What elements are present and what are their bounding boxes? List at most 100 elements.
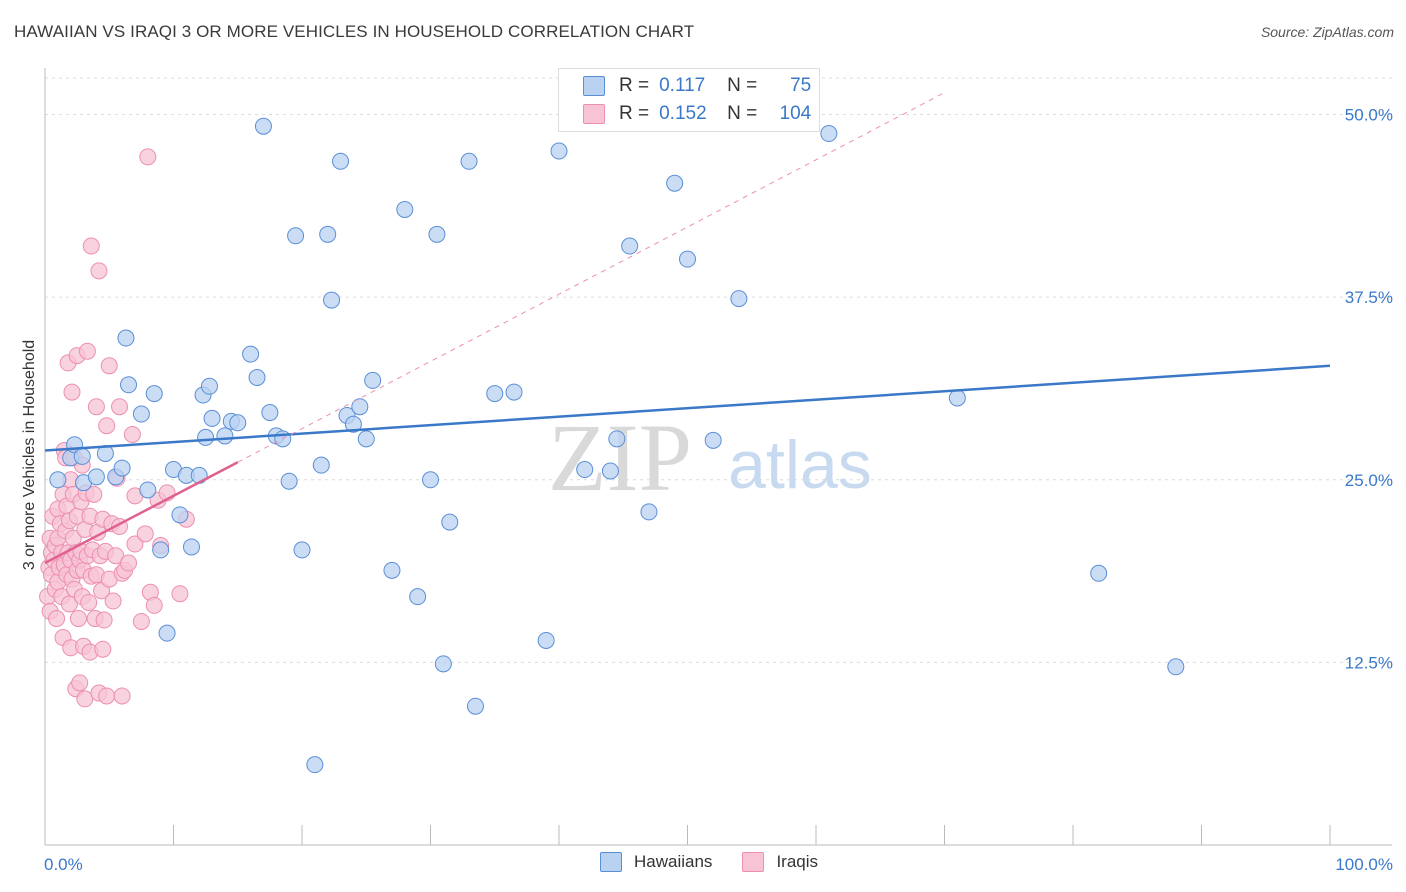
hawaiian-point [203,409,221,427]
hawaiian-point [182,538,200,556]
hawaiian-point [158,624,176,642]
iraqi-point [132,612,150,630]
hawaiian-point [704,431,722,449]
iraqi-point [139,148,157,166]
hawaiian-point [576,461,594,479]
hawaiian-point [434,655,452,673]
iraqi-point [87,398,105,416]
hawaiian-point [132,405,150,423]
legend-r-value: 0.117 [659,75,706,96]
watermark-atlas: atlas [728,427,872,503]
points-layer [39,117,1185,774]
hawaiian-point [505,383,523,401]
iraqi-point [120,554,138,572]
iraqi-point [113,687,131,705]
iraqi-point [48,610,66,628]
hawaiian-point [351,398,369,416]
hawaiian-point [383,561,401,579]
iraqi-point [100,357,118,375]
legend-r-label: R = [619,103,650,124]
axis-layer: 12.5% 25.0% 37.5% 50.0% 0.0% 100.0% [44,68,1393,874]
legend-n-label: N = [727,103,758,124]
x-tick-label: 0.0% [44,855,83,874]
hawaiian-point [293,541,311,559]
hawaiian-point [679,250,696,268]
iraqi-trend-extension [237,92,945,463]
hawaiian-point [248,368,266,386]
hawaiian-point [287,227,305,245]
hawaiian-point [396,200,414,218]
hawaiian-point [139,481,157,499]
iraqi-point [85,485,103,503]
hawaiian-point [601,462,619,480]
iraqi-point [111,398,129,416]
hawaiian-point [1090,564,1108,582]
hawaiian-point [422,471,439,489]
watermark: ZIP atlas [548,404,872,511]
iraqi-point [63,383,81,401]
hawaiian-point [113,459,131,477]
iraqi-point [95,611,113,629]
hawaiian-point [441,513,459,531]
hawaiian-point [948,389,966,407]
iraqi-point [71,674,89,692]
series-name: Iraqis [776,852,819,871]
iraqi-point [126,535,144,553]
hawaiian-point [666,174,684,192]
x-tick-label: 100.0% [1335,855,1393,874]
grid-layer [45,77,1392,663]
hawaiian-point [820,125,838,143]
series-legend-hawaiians[interactable]: Hawaiians [600,852,712,872]
legend-row-iraqis: R = 0.152 N = 104 [583,102,811,126]
chart-title: HAWAIIAN VS IRAQI 3 OR MORE VEHICLES IN … [14,22,695,41]
hawaiian-point [344,415,362,433]
legend-r-value: 0.152 [659,103,707,124]
hawaiian-point [621,237,639,255]
iraqi-point [136,525,154,543]
hawaiian-point [550,142,568,160]
hawaiian-point [280,472,298,490]
hawaiian-point [486,385,504,403]
hawaiian-point [73,447,91,465]
hawaiian-point [306,756,324,774]
iraqi-point [171,585,189,603]
hawaiian-point [261,404,279,422]
iraqi-point [76,690,94,708]
legend-n-value: 75 [790,75,812,96]
hawaiian-point [312,456,330,474]
hawaiian-point [608,430,626,448]
hawaiian-point [357,430,375,448]
hawaiian-point [87,468,105,486]
legend-r-label: R = [619,75,650,96]
watermark-zip: ZIP [548,404,692,511]
hawaiian-point [120,376,138,394]
series-swatch-blue [600,852,622,872]
hawaiian-point [190,466,208,484]
hawaiian-point [117,329,135,347]
iraqi-point [69,610,87,628]
trend-layer [44,92,1331,565]
series-legend-iraqis[interactable]: Iraqis [742,852,818,872]
hawaiian-point [428,225,446,243]
series-name: Hawaiians [634,852,713,871]
iraqi-point [123,425,141,443]
source-label: Source: ZipAtlas.com [1260,24,1394,40]
y-tick-label: 12.5% [1345,653,1393,672]
hawaiian-trend-line [44,364,1331,452]
iraqi-point [80,593,98,611]
hawaiian-point [152,541,170,559]
hawaiian-point [171,506,189,524]
hawaiian-point [640,503,658,521]
hawaiian-point [537,631,555,649]
hawaiian-point [323,291,341,309]
hawaiian-point [200,377,218,395]
hawaiian-point [466,697,484,715]
series-legend: Hawaiians Iraqis [600,852,848,872]
iraqi-point [107,547,125,565]
iraqi-point [145,596,163,614]
y-tick-label: 50.0% [1345,106,1393,125]
legend-n-label: N = [727,75,758,96]
hawaiian-point [332,152,350,170]
hawaiian-point [216,427,234,445]
